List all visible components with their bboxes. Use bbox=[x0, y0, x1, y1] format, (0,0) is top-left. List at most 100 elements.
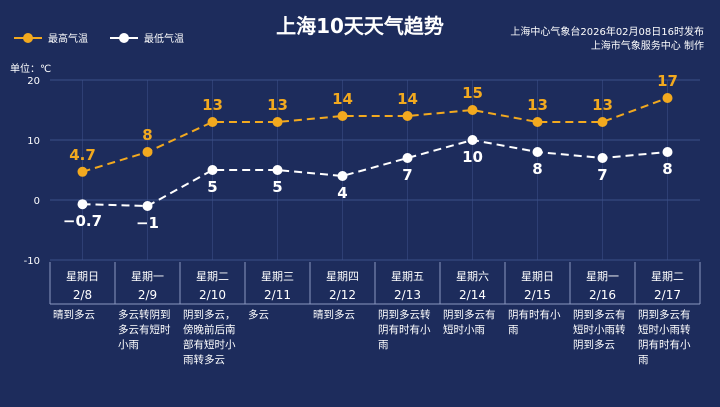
day-forecast: 阴到多云有短时小雨转阴到多云 bbox=[573, 308, 633, 353]
source-note: 上海中心气象台2026年02月08日16时发布 上海市气象服务中心 制作 bbox=[510, 26, 704, 54]
forecast-line: 多云有短时 bbox=[118, 324, 171, 336]
forecast-line: 阴到多云 bbox=[573, 339, 615, 351]
forecast-line: 雨 bbox=[378, 339, 389, 351]
legend-high-swatch bbox=[14, 32, 42, 43]
y-tick-label: -10 bbox=[24, 256, 40, 267]
day-forecast: 阴有时有小雨 bbox=[508, 308, 568, 338]
data-label: 4 bbox=[337, 184, 347, 202]
chart-title: 上海10天天气趋势 bbox=[276, 14, 444, 38]
data-point bbox=[402, 111, 413, 121]
data-label: 15 bbox=[462, 84, 483, 102]
day-weekday: 星期日 bbox=[66, 270, 99, 283]
forecast-line: 小雨 bbox=[118, 339, 139, 351]
data-label: −1 bbox=[136, 214, 159, 232]
y-tick-label: 10 bbox=[27, 136, 40, 147]
data-point bbox=[662, 147, 673, 157]
legend-low-swatch bbox=[110, 32, 138, 43]
day-weekday: 星期四 bbox=[326, 270, 359, 283]
data-point bbox=[402, 153, 413, 163]
forecast-line: 阴到多云有 bbox=[443, 309, 496, 321]
data-label: 13 bbox=[527, 96, 548, 114]
data-label: 5 bbox=[207, 178, 217, 196]
x-tick-label: 2/14 bbox=[459, 288, 486, 302]
data-point bbox=[597, 117, 608, 127]
y-tick-label: 0 bbox=[34, 196, 40, 207]
day-weekday: 星期日 bbox=[521, 270, 554, 283]
x-tick-label: 2/11 bbox=[264, 288, 291, 302]
series-line-low bbox=[82, 138, 668, 208]
forecast-line: 傍晚前后南 bbox=[183, 324, 236, 336]
x-tick-label: 2/16 bbox=[589, 288, 616, 302]
forecast-line: 雨转多云 bbox=[183, 354, 225, 366]
forecast-line: 晴到多云 bbox=[53, 309, 95, 321]
day-weekday: 星期六 bbox=[456, 270, 489, 283]
day-weekday: 星期二 bbox=[196, 270, 229, 283]
data-point bbox=[337, 111, 348, 121]
chart-legend: 最高气温 最低气温 bbox=[14, 30, 184, 45]
day-forecast: 晴到多云 bbox=[53, 308, 113, 323]
data-point bbox=[77, 199, 88, 210]
series-line-high bbox=[82, 97, 668, 173]
x-tick-label: 2/8 bbox=[73, 288, 92, 302]
legend-low-label: 最低气温 bbox=[144, 34, 184, 45]
x-tick-label: 2/13 bbox=[394, 288, 421, 302]
data-point bbox=[662, 93, 673, 103]
day-forecast: 阴到多云， 傍晚前后南部有短时小雨转多云 bbox=[183, 308, 243, 368]
forecast-line: 阴有时有小 bbox=[638, 339, 691, 351]
data-label: 7 bbox=[597, 166, 607, 184]
data-label: 13 bbox=[592, 96, 613, 114]
data-label: 13 bbox=[267, 96, 288, 114]
forecast-line: 多云转阴到 bbox=[118, 309, 171, 321]
data-label: 8 bbox=[662, 160, 672, 178]
forecast-line: 阴有时有小 bbox=[378, 324, 431, 336]
data-point bbox=[597, 153, 608, 163]
data-label: 17 bbox=[657, 72, 678, 90]
day-weekday: 星期一 bbox=[131, 270, 164, 283]
forecast-line: 阴到多云转 bbox=[378, 309, 431, 321]
data-point bbox=[207, 117, 218, 127]
forecast-line: 阴到多云， bbox=[183, 309, 236, 321]
forecast-line: 晴到多云 bbox=[313, 309, 355, 321]
x-tick-label: 2/9 bbox=[138, 288, 157, 302]
forecast-line: 阴到多云有 bbox=[573, 309, 626, 321]
day-weekday: 星期一 bbox=[586, 270, 619, 283]
forecast-line: 部有短时小 bbox=[183, 339, 236, 351]
data-label: 8 bbox=[532, 160, 542, 178]
day-forecast: 多云转阴到多云有短时小雨 bbox=[118, 308, 178, 353]
source-line-2: 上海市气象服务中心 制作 bbox=[590, 41, 704, 52]
data-point bbox=[77, 166, 88, 177]
day-weekday: 星期二 bbox=[651, 270, 684, 283]
data-point bbox=[532, 117, 543, 127]
forecast-line: 雨 bbox=[508, 324, 519, 336]
forecast-line: 阴到多云有 bbox=[638, 309, 691, 321]
x-tick-label: 2/17 bbox=[654, 288, 681, 302]
data-label: 4.7 bbox=[69, 146, 96, 164]
data-point bbox=[467, 105, 478, 115]
data-label: 14 bbox=[332, 90, 353, 108]
data-label: 14 bbox=[397, 90, 418, 108]
data-point bbox=[272, 117, 283, 127]
legend-low: 最低气温 bbox=[110, 30, 184, 45]
data-point bbox=[532, 147, 543, 157]
forecast-line: 短时小雨转 bbox=[638, 324, 691, 336]
data-label: 10 bbox=[462, 148, 483, 166]
data-point bbox=[142, 147, 153, 157]
forecast-line: 雨 bbox=[638, 354, 649, 366]
day-forecast: 阴到多云有短时小雨转阴有时有小雨 bbox=[638, 308, 698, 368]
data-point bbox=[467, 135, 478, 145]
x-tick-label: 2/15 bbox=[524, 288, 551, 302]
forecast-line: 短时小雨转 bbox=[573, 324, 626, 336]
forecast-line: 阴有时有小 bbox=[508, 309, 561, 321]
legend-high-label: 最高气温 bbox=[48, 34, 88, 45]
data-label: 7 bbox=[402, 166, 412, 184]
forecast-line: 多云 bbox=[248, 309, 269, 321]
data-label: 5 bbox=[272, 178, 282, 196]
data-label: 8 bbox=[142, 126, 152, 144]
day-weekday: 星期三 bbox=[261, 270, 294, 283]
x-tick-label: 2/12 bbox=[329, 288, 356, 302]
legend-high: 最高气温 bbox=[14, 30, 88, 45]
day-weekday: 星期五 bbox=[391, 270, 424, 283]
day-forecast: 阴到多云有 短时小雨 bbox=[443, 308, 503, 338]
forecast-line: 短时小雨 bbox=[443, 324, 485, 336]
